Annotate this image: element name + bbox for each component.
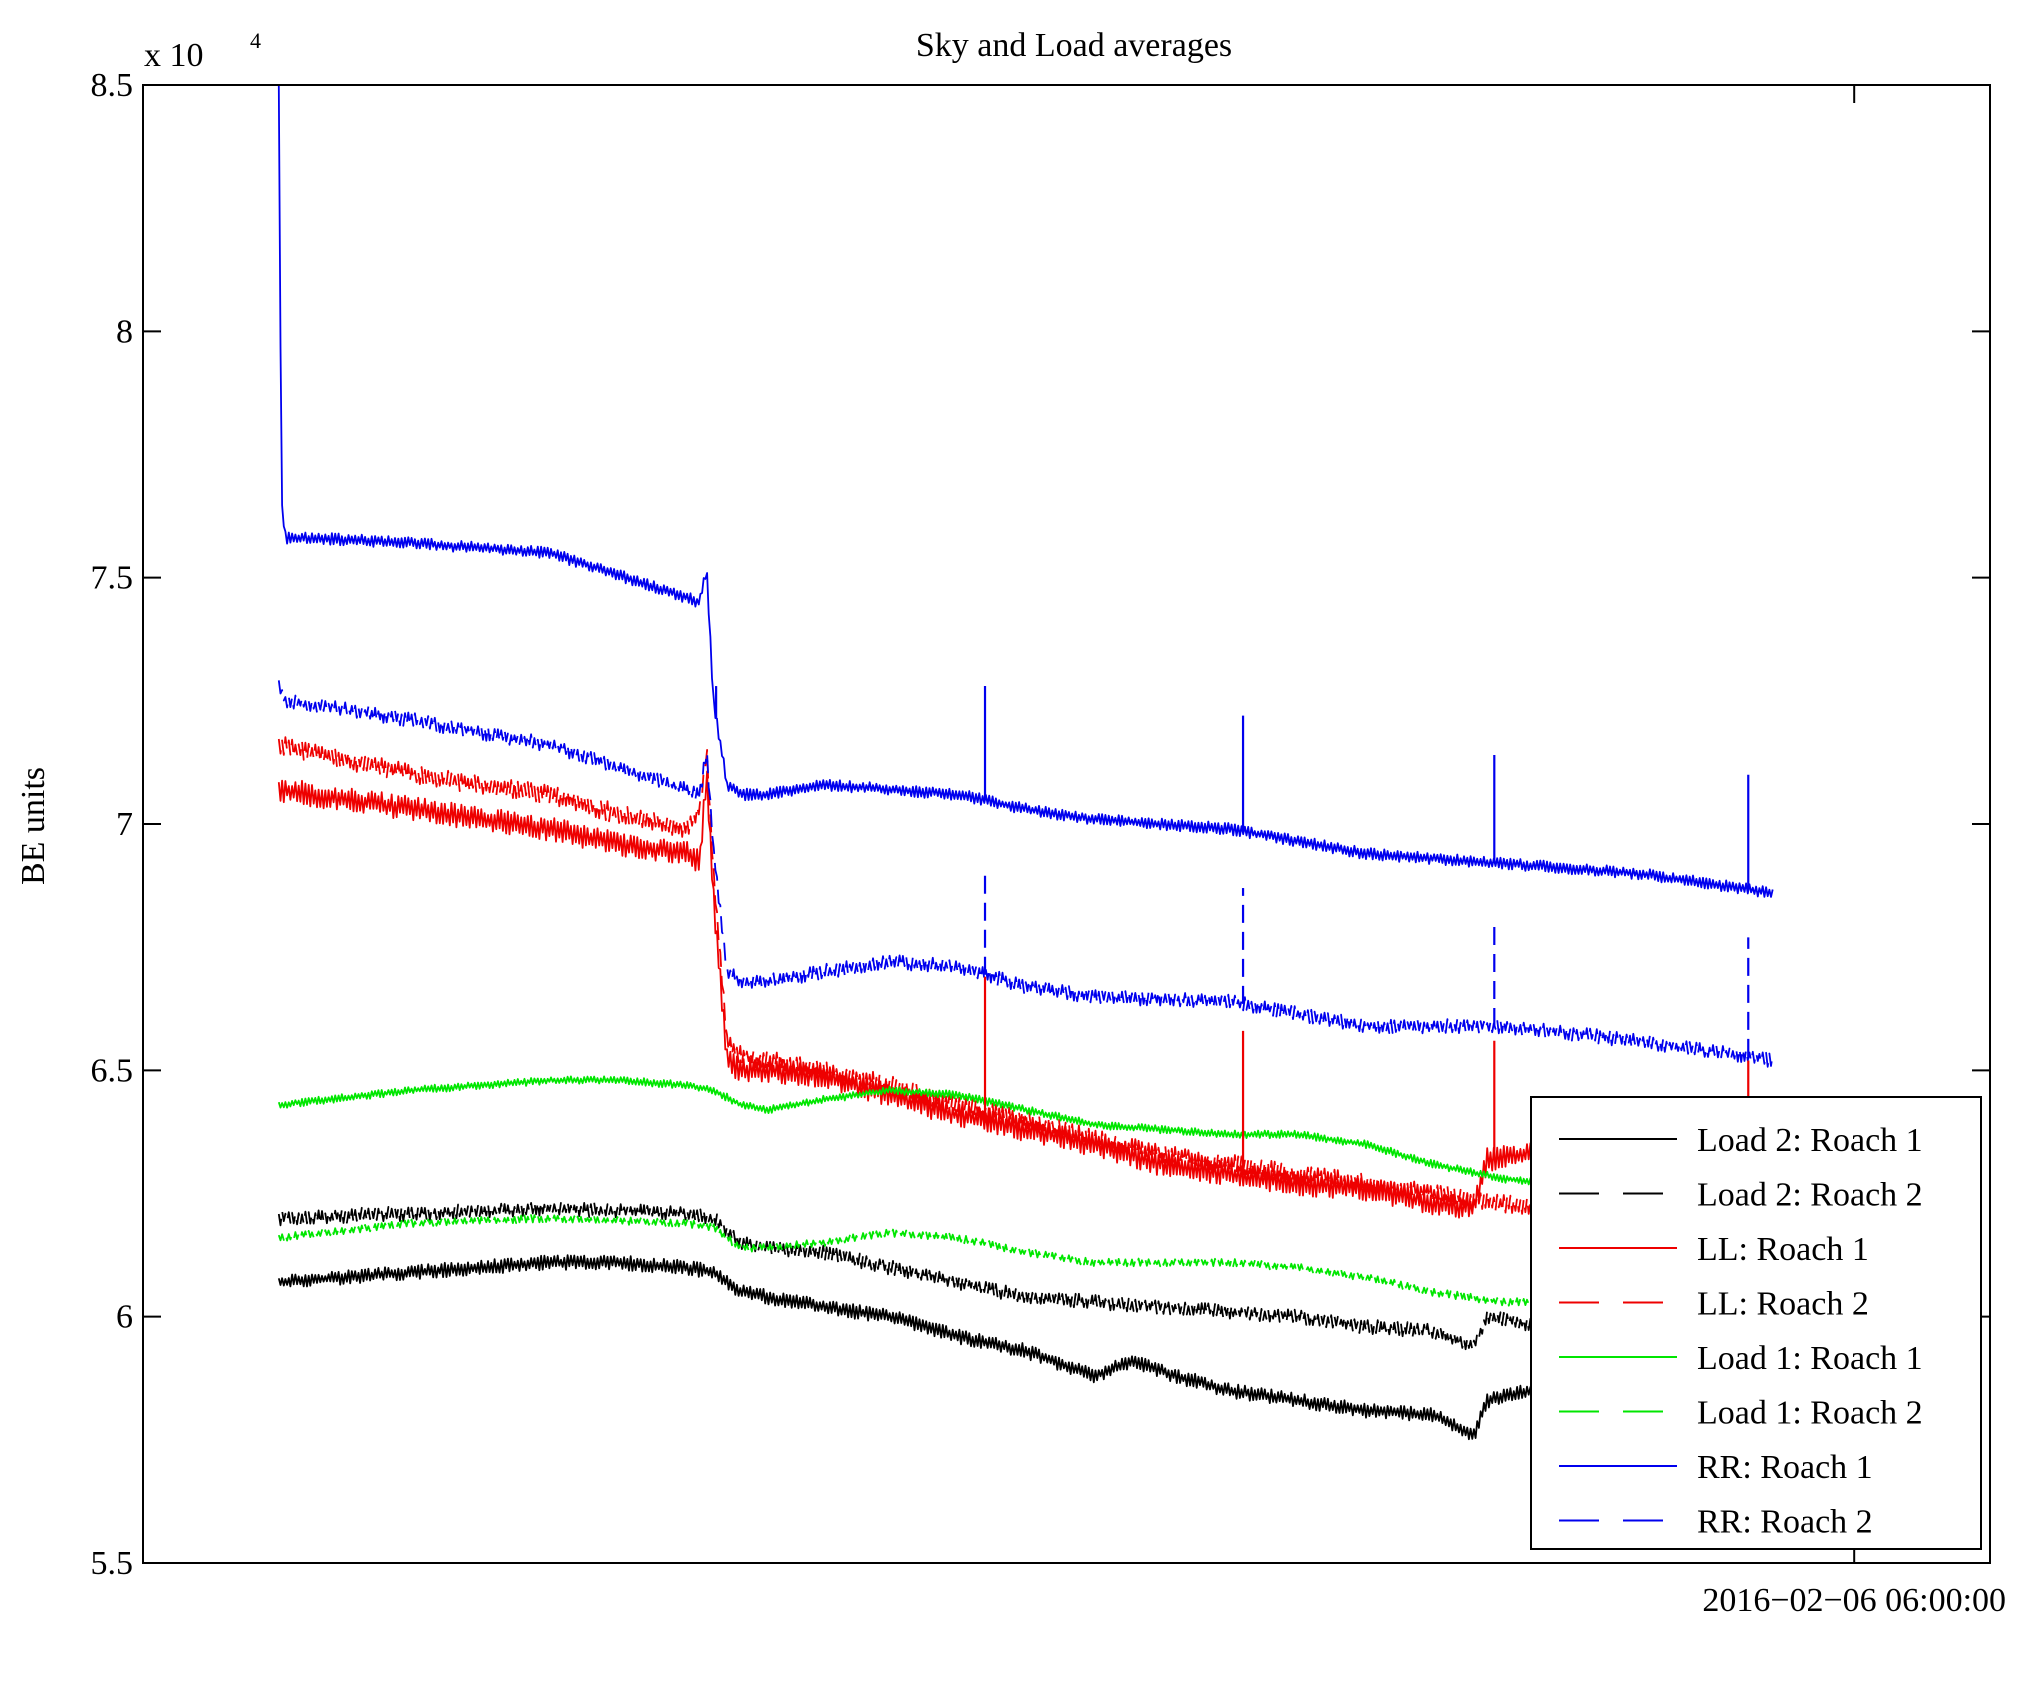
legend-item: Load 1: Roach 1 [1559,1340,1923,1377]
legend-item: Load 2: Roach 1 [1559,1122,1923,1159]
y-axis-label: BE units [15,767,52,885]
legend-item: RR: Roach 1 [1559,1449,1873,1486]
series-line-6 [277,1214,1774,1316]
series-line-5 [277,1075,1774,1198]
legend-label: Load 1: Roach 1 [1697,1340,1923,1377]
legend-label: Load 1: Roach 2 [1697,1395,1923,1432]
series-line-1 [277,1254,1774,1453]
y-tick-label: 6 [116,1299,133,1336]
legend-item: LL: Roach 2 [1559,1286,1869,1323]
legend-item: RR: Roach 2 [1559,1504,1873,1541]
y-tick-label: 7.5 [91,560,134,597]
y-tick-label: 6.5 [91,1052,134,1089]
legend-box [1530,1096,1982,1550]
y-tick-label: 8.5 [91,67,134,104]
chart-title: Sky and Load averages [916,27,1232,64]
series-layer [277,85,1774,1453]
legend-label: Load 2: Roach 2 [1697,1177,1923,1214]
series-line-3 [277,770,1774,1219]
y-tick-label: 8 [116,313,133,350]
legend-item: LL: Roach 1 [1559,1231,1869,1268]
series-line-7 [277,85,1774,898]
legend-label: RR: Roach 2 [1697,1504,1873,1541]
y-tick-label: 5.5 [91,1545,134,1582]
y-tick-label: 7 [116,806,133,843]
axes: 5.5 6 6.5 7 7.5 8 8.5 2016−02−06 06:00:00 [91,67,2007,1619]
y-axis-multiplier: x 10 4 [144,28,261,74]
legend-label: Load 2: Roach 1 [1697,1122,1923,1159]
y-multiplier-base: x 10 [144,37,204,74]
series-line-4 [277,736,1774,1252]
x-tick-label: 2016−02−06 06:00:00 [1702,1582,2006,1619]
y-multiplier-exponent: 4 [250,28,261,53]
series-line-8 [277,680,1774,1068]
legend-label: RR: Roach 1 [1697,1449,1873,1486]
legend-label: LL: Roach 1 [1697,1231,1869,1268]
legend-label: LL: Roach 2 [1697,1286,1869,1323]
legend: Load 2: Roach 1 Load 2: Roach 2 LL: Roach … [1530,1096,1982,1550]
legend-item: Load 1: Roach 2 [1559,1395,1923,1432]
legend-item: Load 2: Roach 2 [1559,1177,1923,1214]
series-line-2 [277,1200,1774,1359]
